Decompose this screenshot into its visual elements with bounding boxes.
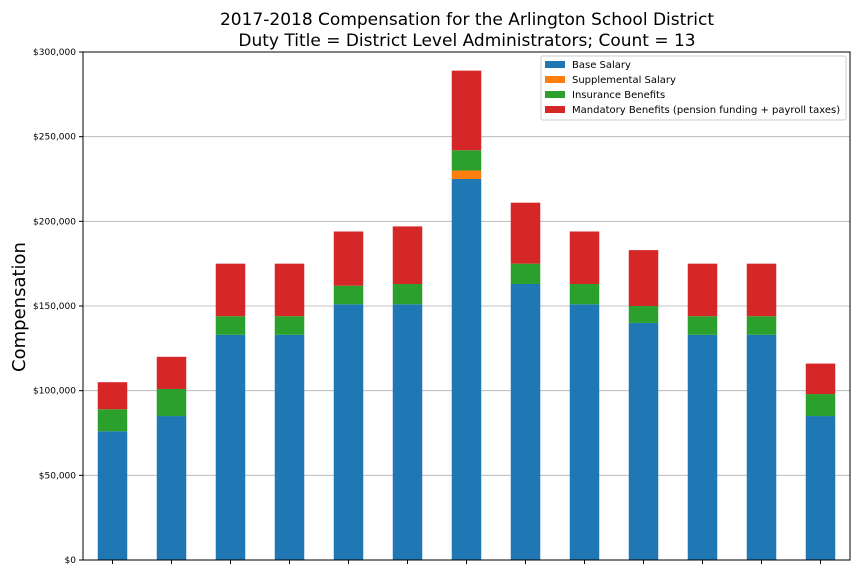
bar-segment <box>392 283 423 305</box>
bar-segment <box>156 416 187 560</box>
bar-segment <box>215 263 246 317</box>
y-axis-label: Compensation <box>9 242 30 372</box>
bar-segment <box>451 150 482 171</box>
bar-segment <box>156 388 187 417</box>
bar-segment <box>510 283 541 560</box>
bar-segment <box>805 416 836 560</box>
x-axis-ticks <box>112 560 821 564</box>
bar-segment <box>628 322 659 560</box>
y-tick-label: $250,000 <box>33 133 76 143</box>
legend: Base Salary Supplemental Salary Insurance … <box>540 55 847 121</box>
bar-segment <box>333 231 364 286</box>
bar-segment <box>687 316 718 335</box>
legend-box <box>540 55 847 121</box>
bar-segment <box>805 363 836 395</box>
bar-segment <box>510 202 541 264</box>
bar-segment <box>569 283 600 305</box>
bar-segment <box>687 334 718 560</box>
bar-stacks <box>97 70 836 560</box>
legend-label: Insurance Benefits <box>572 90 665 101</box>
bar-segment <box>569 231 600 284</box>
bar-segment <box>746 334 777 560</box>
bar-segment <box>97 431 128 560</box>
legend-swatch <box>545 76 565 83</box>
y-tick-label: $0 <box>65 556 77 566</box>
bar-segment <box>628 306 659 323</box>
legend-label: Base Salary <box>572 60 631 71</box>
bar-segment <box>274 316 305 335</box>
bar-segment <box>333 304 364 560</box>
y-tick-label: $50,000 <box>39 471 76 481</box>
y-tick-label: $100,000 <box>33 387 76 397</box>
chart-subtitle: Duty Title = District Level Administrato… <box>238 31 695 51</box>
legend-label: Supplemental Salary <box>572 75 676 86</box>
y-tick-label: $150,000 <box>33 302 76 312</box>
y-tick-label: $200,000 <box>33 217 76 227</box>
y-axis-ticks: $0 $50,000 $100,000 $150,000 $200,000 $250,00… <box>33 48 83 566</box>
bar-segment <box>333 285 364 305</box>
bar-segment <box>746 263 777 317</box>
bar-segment <box>215 316 246 335</box>
bar-segment <box>628 250 659 306</box>
plot-frame <box>82 51 851 561</box>
bar-segment <box>274 263 305 317</box>
bar-segment <box>451 170 482 179</box>
bar-segment <box>156 356 187 389</box>
bar-segment <box>392 226 423 284</box>
bar-segment <box>392 304 423 560</box>
y-tick-label: $300,000 <box>33 48 76 58</box>
bar-segment <box>805 394 836 417</box>
bar-segment <box>215 334 246 560</box>
legend-swatch <box>545 61 565 68</box>
legend-swatch <box>545 106 565 113</box>
legend-swatch <box>545 91 565 98</box>
bar-segment <box>510 263 541 284</box>
chart-title: 2017-2018 Compensation for the Arlington… <box>220 10 714 30</box>
bar-segment <box>97 409 128 432</box>
legend-label: Mandatory Benefits (pension funding + pa… <box>572 105 840 116</box>
bar-segment <box>451 179 482 560</box>
bar-segment <box>746 316 777 335</box>
bar-segment <box>274 334 305 560</box>
bar-segment <box>687 263 718 317</box>
bar-segment <box>97 382 128 410</box>
bar-segment <box>451 70 482 151</box>
bar-segment <box>569 304 600 560</box>
